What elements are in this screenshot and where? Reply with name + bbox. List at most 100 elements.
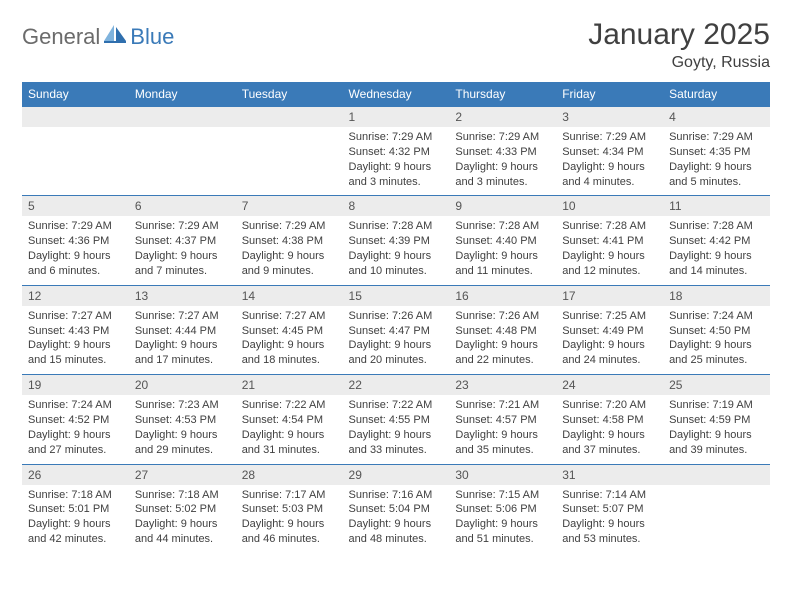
calendar-day-cell: 3Sunrise: 7:29 AMSunset: 4:34 PMDaylight…: [556, 107, 663, 196]
calendar-day-cell: 26Sunrise: 7:18 AMSunset: 5:01 PMDayligh…: [22, 464, 129, 553]
day-number: 10: [556, 196, 663, 216]
calendar-day-cell: 6Sunrise: 7:29 AMSunset: 4:37 PMDaylight…: [129, 196, 236, 285]
day-content: Sunrise: 7:29 AMSunset: 4:32 PMDaylight:…: [343, 127, 450, 195]
day-header-row: SundayMondayTuesdayWednesdayThursdayFrid…: [22, 82, 770, 107]
calendar-day-cell: 27Sunrise: 7:18 AMSunset: 5:02 PMDayligh…: [129, 464, 236, 553]
calendar-week-row: 26Sunrise: 7:18 AMSunset: 5:01 PMDayligh…: [22, 464, 770, 553]
calendar-day-cell: [22, 107, 129, 196]
calendar-day-cell: 29Sunrise: 7:16 AMSunset: 5:04 PMDayligh…: [343, 464, 450, 553]
day-number: 20: [129, 375, 236, 395]
day-content: Sunrise: 7:29 AMSunset: 4:36 PMDaylight:…: [22, 216, 129, 284]
day-number: 28: [236, 465, 343, 485]
day-content: Sunrise: 7:21 AMSunset: 4:57 PMDaylight:…: [449, 395, 556, 463]
calendar-day-cell: 31Sunrise: 7:14 AMSunset: 5:07 PMDayligh…: [556, 464, 663, 553]
calendar-day-cell: 24Sunrise: 7:20 AMSunset: 4:58 PMDayligh…: [556, 375, 663, 464]
day-content: Sunrise: 7:28 AMSunset: 4:40 PMDaylight:…: [449, 216, 556, 284]
day-content: Sunrise: 7:24 AMSunset: 4:52 PMDaylight:…: [22, 395, 129, 463]
day-number: 19: [22, 375, 129, 395]
calendar-day-cell: 23Sunrise: 7:21 AMSunset: 4:57 PMDayligh…: [449, 375, 556, 464]
calendar-day-cell: [236, 107, 343, 196]
day-number-empty: [663, 465, 770, 485]
day-content: Sunrise: 7:26 AMSunset: 4:47 PMDaylight:…: [343, 306, 450, 374]
day-number: 11: [663, 196, 770, 216]
day-number-empty: [236, 107, 343, 127]
day-number: 24: [556, 375, 663, 395]
day-number: 12: [22, 286, 129, 306]
day-content: Sunrise: 7:17 AMSunset: 5:03 PMDaylight:…: [236, 485, 343, 553]
day-content: Sunrise: 7:14 AMSunset: 5:07 PMDaylight:…: [556, 485, 663, 553]
calendar-day-cell: 1Sunrise: 7:29 AMSunset: 4:32 PMDaylight…: [343, 107, 450, 196]
day-content: Sunrise: 7:22 AMSunset: 4:54 PMDaylight:…: [236, 395, 343, 463]
day-content: Sunrise: 7:29 AMSunset: 4:38 PMDaylight:…: [236, 216, 343, 284]
day-header-cell: Saturday: [663, 82, 770, 107]
calendar-day-cell: 16Sunrise: 7:26 AMSunset: 4:48 PMDayligh…: [449, 285, 556, 374]
calendar-week-row: 19Sunrise: 7:24 AMSunset: 4:52 PMDayligh…: [22, 375, 770, 464]
calendar-day-cell: 17Sunrise: 7:25 AMSunset: 4:49 PMDayligh…: [556, 285, 663, 374]
calendar-table: SundayMondayTuesdayWednesdayThursdayFrid…: [22, 82, 770, 553]
day-number: 31: [556, 465, 663, 485]
header: General Blue January 2025 Goyty, Russia: [22, 18, 770, 72]
calendar-day-cell: 2Sunrise: 7:29 AMSunset: 4:33 PMDaylight…: [449, 107, 556, 196]
day-number-empty: [22, 107, 129, 127]
day-content: Sunrise: 7:23 AMSunset: 4:53 PMDaylight:…: [129, 395, 236, 463]
day-content: Sunrise: 7:16 AMSunset: 5:04 PMDaylight:…: [343, 485, 450, 553]
day-content: Sunrise: 7:19 AMSunset: 4:59 PMDaylight:…: [663, 395, 770, 463]
day-content: Sunrise: 7:27 AMSunset: 4:44 PMDaylight:…: [129, 306, 236, 374]
day-number-empty: [129, 107, 236, 127]
day-number: 23: [449, 375, 556, 395]
calendar-week-row: 1Sunrise: 7:29 AMSunset: 4:32 PMDaylight…: [22, 107, 770, 196]
day-number: 27: [129, 465, 236, 485]
calendar-day-cell: [663, 464, 770, 553]
day-number: 25: [663, 375, 770, 395]
calendar-day-cell: 28Sunrise: 7:17 AMSunset: 5:03 PMDayligh…: [236, 464, 343, 553]
day-content: Sunrise: 7:29 AMSunset: 4:35 PMDaylight:…: [663, 127, 770, 195]
calendar-day-cell: 19Sunrise: 7:24 AMSunset: 4:52 PMDayligh…: [22, 375, 129, 464]
day-content: Sunrise: 7:28 AMSunset: 4:42 PMDaylight:…: [663, 216, 770, 284]
day-number: 29: [343, 465, 450, 485]
calendar-day-cell: 7Sunrise: 7:29 AMSunset: 4:38 PMDaylight…: [236, 196, 343, 285]
day-content: Sunrise: 7:29 AMSunset: 4:37 PMDaylight:…: [129, 216, 236, 284]
calendar-week-row: 12Sunrise: 7:27 AMSunset: 4:43 PMDayligh…: [22, 285, 770, 374]
day-content: Sunrise: 7:18 AMSunset: 5:01 PMDaylight:…: [22, 485, 129, 553]
calendar-day-cell: 20Sunrise: 7:23 AMSunset: 4:53 PMDayligh…: [129, 375, 236, 464]
brand-logo: General Blue: [22, 18, 174, 50]
calendar-day-cell: [129, 107, 236, 196]
day-header-cell: Sunday: [22, 82, 129, 107]
day-number: 30: [449, 465, 556, 485]
calendar-day-cell: 15Sunrise: 7:26 AMSunset: 4:47 PMDayligh…: [343, 285, 450, 374]
day-number: 5: [22, 196, 129, 216]
calendar-day-cell: 25Sunrise: 7:19 AMSunset: 4:59 PMDayligh…: [663, 375, 770, 464]
day-content: Sunrise: 7:28 AMSunset: 4:39 PMDaylight:…: [343, 216, 450, 284]
day-number: 7: [236, 196, 343, 216]
calendar-day-cell: 5Sunrise: 7:29 AMSunset: 4:36 PMDaylight…: [22, 196, 129, 285]
day-content: Sunrise: 7:15 AMSunset: 5:06 PMDaylight:…: [449, 485, 556, 553]
day-number: 1: [343, 107, 450, 127]
month-title: January 2025: [588, 18, 770, 52]
day-number: 18: [663, 286, 770, 306]
day-content: Sunrise: 7:27 AMSunset: 4:45 PMDaylight:…: [236, 306, 343, 374]
day-number: 21: [236, 375, 343, 395]
day-header-cell: Monday: [129, 82, 236, 107]
day-content: Sunrise: 7:28 AMSunset: 4:41 PMDaylight:…: [556, 216, 663, 284]
day-number: 17: [556, 286, 663, 306]
calendar-week-row: 5Sunrise: 7:29 AMSunset: 4:36 PMDaylight…: [22, 196, 770, 285]
day-content: Sunrise: 7:18 AMSunset: 5:02 PMDaylight:…: [129, 485, 236, 553]
calendar-day-cell: 12Sunrise: 7:27 AMSunset: 4:43 PMDayligh…: [22, 285, 129, 374]
calendar-day-cell: 13Sunrise: 7:27 AMSunset: 4:44 PMDayligh…: [129, 285, 236, 374]
calendar-day-cell: 9Sunrise: 7:28 AMSunset: 4:40 PMDaylight…: [449, 196, 556, 285]
day-number: 14: [236, 286, 343, 306]
day-number: 26: [22, 465, 129, 485]
sail-icon: [104, 25, 128, 43]
calendar-day-cell: 22Sunrise: 7:22 AMSunset: 4:55 PMDayligh…: [343, 375, 450, 464]
brand-word1: General: [22, 24, 100, 50]
day-number: 6: [129, 196, 236, 216]
calendar-day-cell: 4Sunrise: 7:29 AMSunset: 4:35 PMDaylight…: [663, 107, 770, 196]
calendar-day-cell: 8Sunrise: 7:28 AMSunset: 4:39 PMDaylight…: [343, 196, 450, 285]
brand-word2: Blue: [130, 24, 174, 50]
day-number: 22: [343, 375, 450, 395]
day-number: 4: [663, 107, 770, 127]
day-content: Sunrise: 7:22 AMSunset: 4:55 PMDaylight:…: [343, 395, 450, 463]
day-content: Sunrise: 7:29 AMSunset: 4:33 PMDaylight:…: [449, 127, 556, 195]
day-number: 8: [343, 196, 450, 216]
day-number: 2: [449, 107, 556, 127]
